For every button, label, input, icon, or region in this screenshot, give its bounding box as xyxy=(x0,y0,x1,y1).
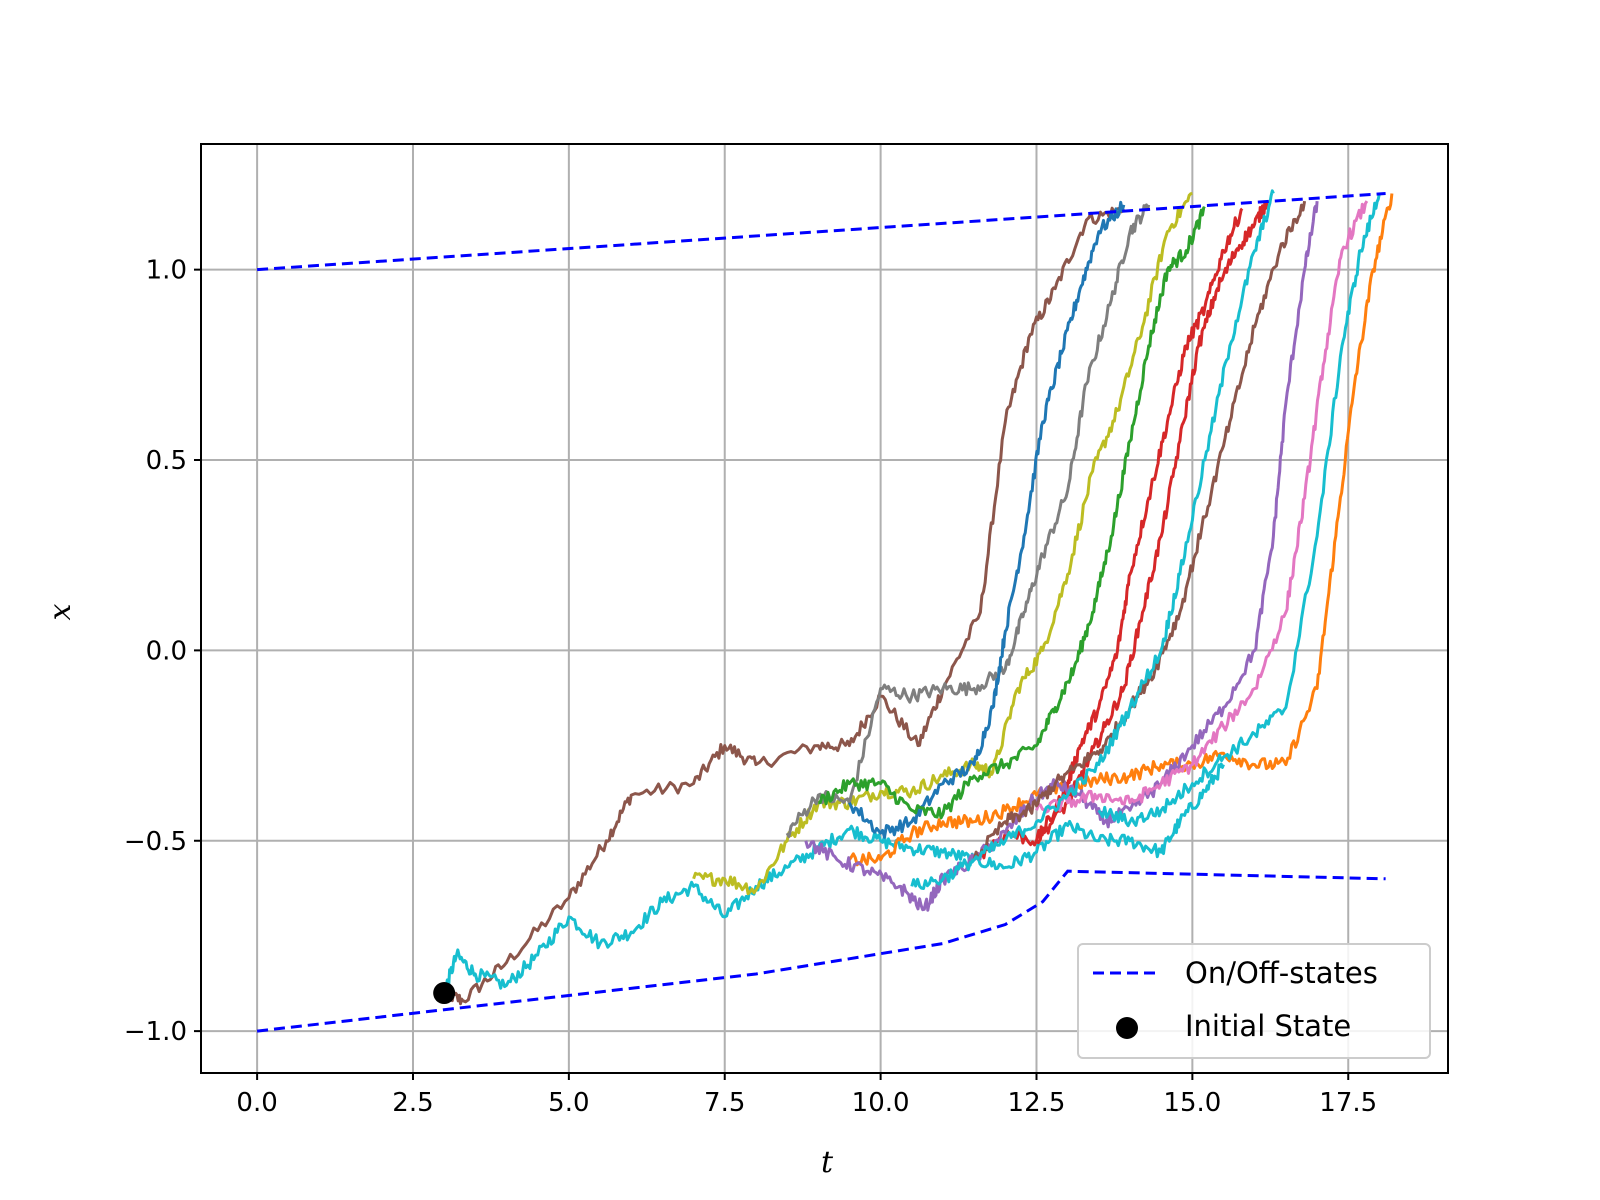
series-group xyxy=(256,189,1394,1033)
boundary-line-0 xyxy=(256,869,1386,1033)
legend-label-initial-state: Initial State xyxy=(1185,1009,1351,1043)
x-tick-label-2: 5.0 xyxy=(548,1088,589,1118)
x-tick-label-1: 2.5 xyxy=(392,1088,433,1118)
trajectory-line-8 xyxy=(1035,200,1269,845)
legend-box xyxy=(1077,943,1431,1059)
trajectory-line-12 xyxy=(910,189,1275,890)
x-tick-label-6: 15.0 xyxy=(1163,1088,1221,1118)
trajectory-line-1 xyxy=(442,762,1225,998)
x-axis-label: t xyxy=(821,1145,834,1180)
trajectory-line-6 xyxy=(848,193,1394,867)
x-tick-label-5: 12.5 xyxy=(1008,1088,1066,1118)
trajectory-line-3 xyxy=(785,203,1151,839)
axes-frame xyxy=(200,143,1449,1074)
axes: 0.0 2.5 5.0 7.5 10.0 12.5 15.0 17.5 −1.0 −0.5 0.0 0… xyxy=(124,143,1449,1118)
trajectory-line-4 xyxy=(848,200,1126,839)
trajectory-line-13 xyxy=(1097,193,1381,828)
y-tick-label-4: 1.0 xyxy=(146,256,187,286)
y-tick-label-3: 0.5 xyxy=(146,446,187,476)
legend-initial-state-swatch xyxy=(1116,1017,1138,1039)
x-tick-label-4: 10.0 xyxy=(852,1088,910,1118)
legend: On/Off-states Initial State xyxy=(1077,943,1431,1059)
y-tick-label-2: 0.0 xyxy=(146,636,187,666)
legend-label-boundaries: On/Off-states xyxy=(1185,956,1378,990)
boundary-line-1 xyxy=(256,192,1386,272)
initial-state-point xyxy=(433,982,456,1005)
trajectory-line-0 xyxy=(442,206,1125,1006)
x-tick-label-3: 7.5 xyxy=(704,1088,745,1118)
y-tick-label-0: −1.0 xyxy=(124,1017,187,1047)
trajectory-line-9 xyxy=(804,200,1319,912)
trajectory-line-10 xyxy=(1035,200,1369,814)
y-axis-label: x xyxy=(43,603,78,620)
plot-area xyxy=(256,189,1394,1033)
x-tick-label-0: 0.0 xyxy=(236,1088,277,1118)
y-tick-label-1: −0.5 xyxy=(124,827,187,857)
trajectory-line-5 xyxy=(818,206,1206,820)
x-tick-label-7: 17.5 xyxy=(1319,1088,1377,1118)
